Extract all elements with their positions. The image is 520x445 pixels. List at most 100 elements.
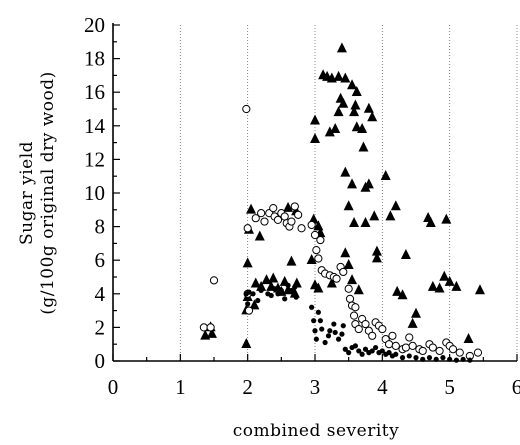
point-triangle-filled-74: [407, 317, 418, 328]
x-tick-label-0: 0: [108, 375, 119, 399]
point-triangle-filled-6: [242, 257, 253, 268]
point-circle-filled-23: [322, 339, 328, 346]
point-circle-filled-51: [426, 355, 433, 361]
point-circle-open-38: [349, 311, 359, 320]
point-circle-filled-10: [278, 287, 284, 294]
point-triangle-filled-9: [250, 277, 261, 288]
point-circle-filled-20: [315, 309, 321, 315]
point-circle-filled-35: [356, 348, 362, 354]
point-circle-filled-14: [292, 284, 298, 290]
point-circle-open-57: [418, 346, 427, 356]
point-circle-open-42: [361, 319, 370, 329]
point-circle-filled-13: [288, 287, 295, 294]
point-triangle-filled-51: [349, 217, 360, 228]
point-circle-open-37: [351, 303, 360, 312]
point-triangle-filled-22: [254, 230, 265, 241]
point-triangle-filled-65: [369, 210, 380, 221]
point-circle-filled-7: [268, 292, 274, 299]
point-triangle-filled-79: [434, 282, 445, 293]
y-tick-label-2: 2: [95, 315, 106, 339]
x-tick-label-1: 1: [175, 375, 186, 399]
point-circle-open-31: [332, 274, 341, 283]
point-circle-filled-46: [393, 351, 399, 357]
point-triangle-filled-32: [313, 282, 324, 293]
point-circle-open-9: [260, 217, 269, 226]
point-circle-filled-1: [245, 301, 251, 307]
point-triangle-filled-75: [411, 307, 421, 318]
point-triangle-filled-11: [256, 280, 267, 291]
point-circle-open-51: [391, 341, 400, 350]
point-circle-open-23: [310, 230, 320, 240]
point-circle-filled-53: [440, 355, 446, 361]
point-triangle-filled-73: [400, 248, 411, 259]
point-circle-filled-44: [386, 350, 392, 356]
point-triangle-filled-81: [441, 213, 452, 224]
point-circle-filled-31: [342, 346, 348, 352]
point-circle-open-34: [344, 284, 353, 293]
point-circle-open-44: [368, 331, 377, 340]
point-triangle-filled-29: [313, 220, 324, 231]
point-triangle-filled-27: [310, 133, 320, 144]
point-circle-open-54: [405, 333, 414, 342]
point-circle-open-11: [269, 204, 278, 213]
point-circle-filled-24: [325, 333, 332, 339]
point-circle-open-3: [242, 104, 251, 114]
point-circle-open-1: [206, 323, 215, 332]
point-circle-open-22: [307, 220, 316, 230]
y-tick-label-4: 4: [95, 282, 106, 306]
point-triangle-filled-77: [425, 217, 436, 228]
y-tick-label-8: 8: [95, 215, 106, 239]
point-triangle-filled-78: [427, 280, 438, 291]
point-circle-filled-48: [406, 353, 412, 359]
y-tick-label-18: 18: [84, 47, 105, 71]
point-triangle-filled-58: [340, 247, 351, 258]
x-axis-label: combined severity: [233, 421, 399, 441]
point-triangle-filled-2: [206, 327, 217, 338]
point-triangle-filled-60: [343, 259, 354, 270]
y-tick-label-0: 0: [95, 349, 106, 373]
point-triangle-filled-25: [306, 254, 317, 264]
point-circle-filled-42: [379, 348, 385, 354]
y-tick-label-12: 12: [84, 147, 105, 171]
point-triangle-filled-43: [340, 72, 351, 83]
y-tick-label-16: 16: [84, 80, 105, 104]
axes: [112, 23, 518, 362]
point-circle-filled-55: [453, 357, 459, 363]
point-circle-filled-8: [272, 286, 278, 292]
point-circle-filled-25: [327, 328, 333, 334]
point-triangle-filled-36: [324, 126, 335, 137]
point-circle-open-33: [339, 267, 348, 277]
point-circle-open-20: [294, 210, 303, 219]
point-circle-filled-19: [313, 336, 319, 342]
point-circle-filled-16: [309, 304, 315, 310]
point-circle-open-53: [401, 343, 410, 352]
point-circle-filled-17: [311, 318, 317, 324]
point-triangle-filled-66: [371, 245, 382, 256]
point-triangle-filled-63: [360, 217, 371, 228]
point-triangle-filled-83: [451, 280, 462, 291]
point-triangle-filled-68: [380, 170, 391, 180]
point-triangle-filled-23: [283, 201, 294, 212]
point-circle-open-25: [314, 254, 323, 263]
point-triangle-filled-80: [439, 270, 450, 281]
point-circle-filled-47: [399, 355, 406, 361]
point-circle-filled-9: [275, 291, 281, 297]
point-circle-filled-5: [258, 287, 264, 294]
point-circle-open-15: [280, 212, 289, 221]
x-tick-label-5: 5: [444, 375, 455, 399]
point-circle-open-4: [243, 224, 252, 233]
point-triangle-filled-28: [310, 114, 320, 125]
point-circle-open-64: [455, 348, 464, 357]
point-circle-filled-57: [467, 357, 473, 363]
x-tick-label-4: 4: [377, 375, 388, 399]
point-circle-open-59: [428, 343, 437, 352]
x-tick-label-2: 2: [242, 375, 253, 399]
point-circle-open-21: [297, 224, 306, 233]
point-triangle-filled-82: [444, 275, 455, 286]
point-circle-filled-32: [346, 350, 352, 356]
data-marks: [199, 42, 485, 363]
point-triangle-filled-67: [371, 252, 382, 263]
point-circle-open-63: [448, 345, 458, 354]
point-circle-filled-27: [332, 329, 338, 336]
